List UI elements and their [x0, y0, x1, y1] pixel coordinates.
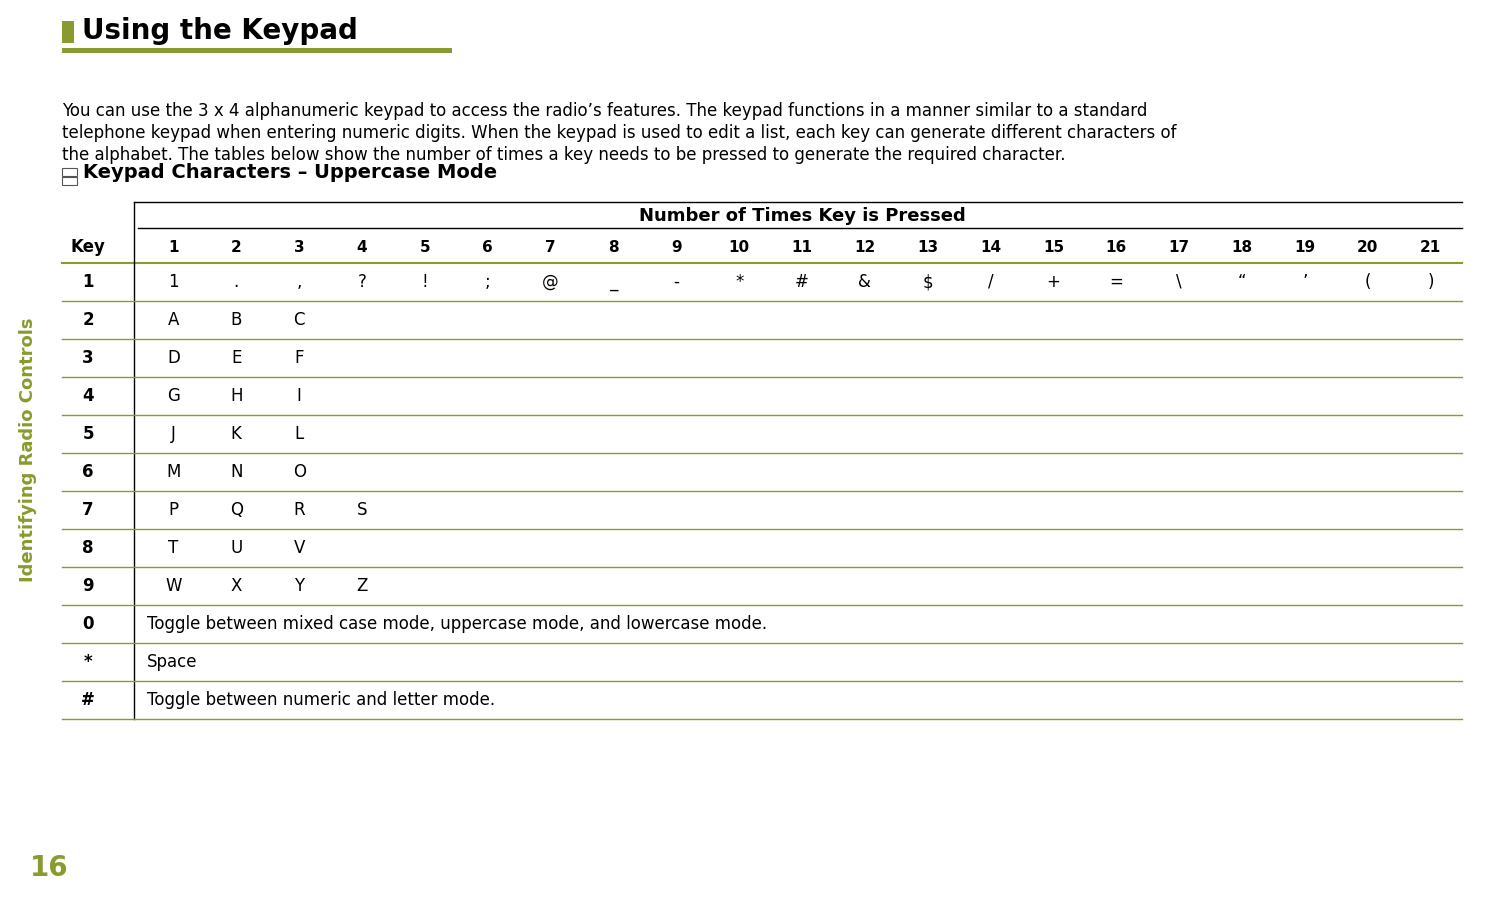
- Text: $: $: [922, 273, 933, 291]
- Text: _: _: [609, 273, 618, 291]
- Text: Key: Key: [70, 238, 105, 256]
- Text: S: S: [357, 501, 368, 519]
- Text: 8: 8: [82, 539, 93, 557]
- Text: 1: 1: [168, 239, 178, 255]
- Text: Keypad Characters – Uppercase Mode: Keypad Characters – Uppercase Mode: [82, 164, 497, 183]
- Text: 9: 9: [670, 239, 681, 255]
- Text: 13: 13: [916, 239, 939, 255]
- Text: Y: Y: [294, 577, 304, 595]
- Text: R: R: [294, 501, 304, 519]
- FancyBboxPatch shape: [62, 21, 74, 43]
- Text: ;: ;: [484, 273, 490, 291]
- Text: C: C: [294, 311, 304, 329]
- Text: 15: 15: [1042, 239, 1064, 255]
- Text: B: B: [231, 311, 242, 329]
- Text: K: K: [231, 425, 242, 443]
- Text: W: W: [165, 577, 182, 595]
- Text: 1: 1: [82, 273, 93, 291]
- Text: Identifying Radio Controls: Identifying Radio Controls: [20, 318, 38, 582]
- Text: F: F: [294, 349, 304, 367]
- Text: E: E: [231, 349, 242, 367]
- Text: 14: 14: [980, 239, 1000, 255]
- Text: 6: 6: [483, 239, 494, 255]
- Text: *: *: [735, 273, 744, 291]
- Text: ’: ’: [1302, 273, 1308, 291]
- Text: I: I: [297, 387, 302, 405]
- Text: the alphabet. The tables below show the number of times a key needs to be presse: the alphabet. The tables below show the …: [62, 146, 1065, 164]
- Text: 3: 3: [82, 349, 94, 367]
- Text: 19: 19: [1294, 239, 1316, 255]
- Text: L: L: [294, 425, 304, 443]
- Text: -: -: [674, 273, 680, 291]
- Text: Using the Keypad: Using the Keypad: [82, 17, 358, 45]
- Text: X: X: [231, 577, 242, 595]
- Text: T: T: [168, 539, 178, 557]
- Text: 11: 11: [792, 239, 813, 255]
- Text: Q: Q: [230, 501, 243, 519]
- Text: !: !: [422, 273, 428, 291]
- Text: You can use the 3 x 4 alphanumeric keypad to access the radio’s features. The ke: You can use the 3 x 4 alphanumeric keypa…: [62, 102, 1148, 120]
- Text: 7: 7: [546, 239, 556, 255]
- Text: P: P: [168, 501, 178, 519]
- Text: M: M: [166, 463, 180, 481]
- Text: O: O: [292, 463, 306, 481]
- Text: 4: 4: [357, 239, 368, 255]
- Text: ,: ,: [297, 273, 302, 291]
- Text: 9: 9: [82, 577, 94, 595]
- Text: Z: Z: [357, 577, 368, 595]
- Text: 0: 0: [82, 615, 93, 633]
- Text: *: *: [84, 653, 93, 671]
- Text: V: V: [294, 539, 304, 557]
- Text: 1: 1: [168, 273, 178, 291]
- Text: 3: 3: [294, 239, 304, 255]
- Text: H: H: [230, 387, 243, 405]
- Text: G: G: [166, 387, 180, 405]
- Text: telephone keypad when entering numeric digits. When the keypad is used to edit a: telephone keypad when entering numeric d…: [62, 124, 1176, 142]
- Text: =: =: [1110, 273, 1124, 291]
- Text: J: J: [171, 425, 176, 443]
- Text: +: +: [1047, 273, 1060, 291]
- Text: 16: 16: [1106, 239, 1126, 255]
- Text: “: “: [1238, 273, 1246, 291]
- Text: /: /: [988, 273, 993, 291]
- Text: .: .: [234, 273, 238, 291]
- Text: 6: 6: [82, 463, 93, 481]
- Text: 7: 7: [82, 501, 94, 519]
- Text: &: &: [858, 273, 871, 291]
- Text: (: (: [1365, 273, 1371, 291]
- Text: D: D: [166, 349, 180, 367]
- Text: 5: 5: [82, 425, 93, 443]
- Text: 21: 21: [1420, 239, 1442, 255]
- Text: #: #: [81, 691, 94, 709]
- Text: ): ): [1428, 273, 1434, 291]
- Text: Number of Times Key is Pressed: Number of Times Key is Pressed: [639, 207, 966, 225]
- Text: 12: 12: [853, 239, 876, 255]
- Text: Toggle between numeric and letter mode.: Toggle between numeric and letter mode.: [147, 691, 495, 709]
- Text: 2: 2: [82, 311, 94, 329]
- Text: 20: 20: [1358, 239, 1378, 255]
- Text: 17: 17: [1168, 239, 1190, 255]
- Text: 2: 2: [231, 239, 242, 255]
- Text: 16: 16: [30, 854, 69, 882]
- Text: 5: 5: [420, 239, 430, 255]
- Text: A: A: [168, 311, 178, 329]
- Text: 18: 18: [1232, 239, 1252, 255]
- Text: N: N: [230, 463, 243, 481]
- Text: @: @: [543, 273, 560, 291]
- Text: 8: 8: [608, 239, 618, 255]
- Text: ?: ?: [357, 273, 366, 291]
- Text: Toggle between mixed case mode, uppercase mode, and lowercase mode.: Toggle between mixed case mode, uppercas…: [147, 615, 766, 633]
- Text: Space: Space: [147, 653, 198, 671]
- Text: 10: 10: [729, 239, 750, 255]
- FancyBboxPatch shape: [62, 48, 452, 53]
- Text: #: #: [795, 273, 808, 291]
- Text: U: U: [230, 539, 243, 557]
- Text: 4: 4: [82, 387, 94, 405]
- Text: \: \: [1176, 273, 1182, 291]
